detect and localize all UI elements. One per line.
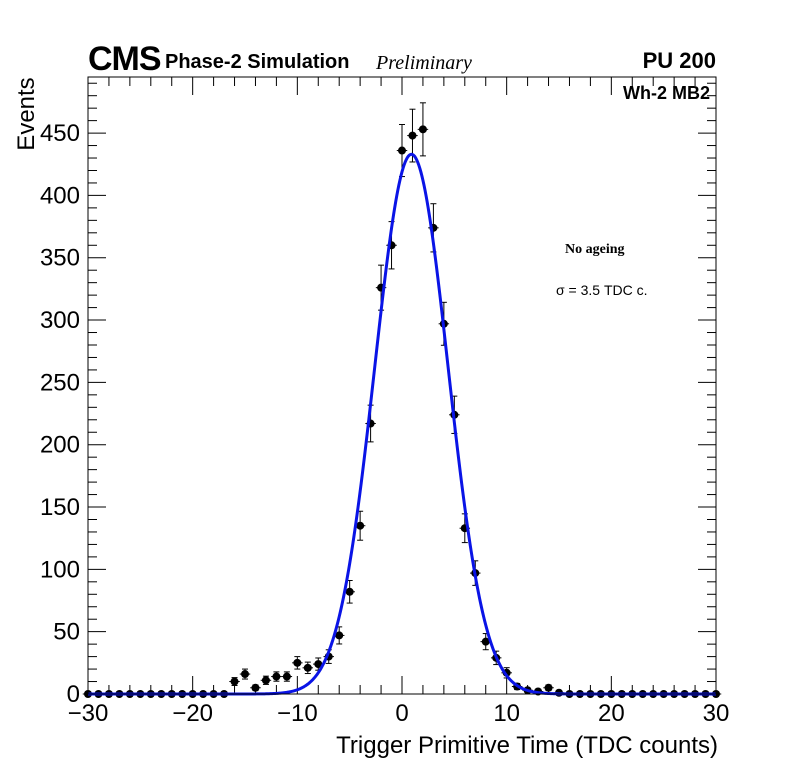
y-tick-label: 50 [53,619,80,646]
x-tick-label: −10 [277,700,318,727]
data-point [335,631,344,640]
simulation-label: Phase-2 Simulation [165,51,350,73]
data-point [314,660,323,669]
y-tick-label: 300 [40,307,80,334]
y-tick-label: 150 [40,494,80,521]
resolution-annotation: σ = 3.5 TDC c. [556,282,648,298]
x-tick-label: −30 [68,700,109,727]
axis-tick-labels: −30 −20 −10 0 10 20 30050100150200250300350400… [40,120,729,727]
data-point [230,677,239,686]
data-point [303,663,312,672]
data-point [481,637,490,646]
x-axis-label: Trigger Primitive Time (TDC counts) [336,732,718,759]
x-tick-label: 20 [598,700,625,727]
data-points [84,125,720,698]
data-point [544,683,553,692]
x-tick-label: 30 [703,700,730,727]
data-point [356,521,365,530]
x-tick-label: 10 [493,700,520,727]
x-tick-label: −20 [172,700,213,727]
data-point [282,672,291,681]
data-point [251,683,260,692]
condition-annotation: No ageing [565,242,625,257]
data-point [293,658,302,667]
experiment-label: CMS [88,40,162,78]
region-label: Wh-2 MB2 [623,83,710,103]
data-point [345,587,354,596]
y-tick-label: 250 [40,369,80,396]
error-bars [82,102,722,695]
data-point [272,672,281,681]
data-point [398,146,406,155]
y-tick-label: 350 [40,245,80,272]
data-point [418,125,427,134]
y-tick-label: 450 [40,120,80,147]
preliminary-label: Preliminary [376,52,472,74]
plot-frame [87,76,717,695]
gaussian-fit-line [88,152,716,696]
y-tick-label: 200 [40,432,80,459]
y-axis-label: Events [13,77,40,151]
y-tick-label: 100 [40,556,80,583]
data-point [241,670,249,679]
data-point [408,131,417,140]
y-tick-label: 0 [67,681,80,708]
pileup-label: PU 200 [642,48,716,73]
y-tick-label: 400 [40,182,80,209]
x-tick-label: 0 [395,700,408,727]
axis-ticks [87,77,717,695]
data-point [261,676,270,685]
